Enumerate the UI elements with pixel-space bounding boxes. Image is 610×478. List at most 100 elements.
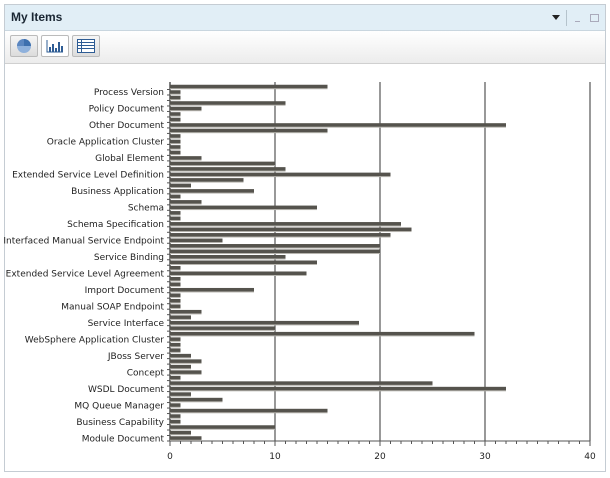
divider <box>566 9 567 26</box>
pie-chart-icon <box>17 39 31 53</box>
pie-chart-view-button[interactable] <box>10 35 38 57</box>
category-label: Manual SOAP Endpoint <box>61 302 164 312</box>
bar-chart-view-button[interactable] <box>41 35 69 57</box>
bar <box>170 392 191 396</box>
my-items-panel: My Items <box>4 4 606 472</box>
bar <box>170 293 181 297</box>
bar <box>170 271 307 275</box>
bar <box>170 172 391 177</box>
bar <box>170 227 412 232</box>
bar <box>170 128 328 133</box>
bar <box>170 222 401 226</box>
category-label: Schema <box>128 204 164 214</box>
panel-header: My Items <box>5 5 605 31</box>
bar <box>170 117 181 122</box>
x-tick-label: 20 <box>374 452 386 462</box>
category-label: Other Document <box>89 121 165 131</box>
bar <box>170 298 181 303</box>
category-label: Interfaced Manual Service Endpoint <box>3 237 164 247</box>
bar <box>170 249 380 254</box>
bar <box>170 238 223 243</box>
panel-title: My Items <box>11 10 63 24</box>
bar <box>170 112 181 116</box>
view-toolbar <box>5 31 605 64</box>
category-label: WSDL Document <box>88 385 165 395</box>
bar <box>170 342 181 347</box>
category-label: WebSphere Application Cluster <box>25 335 165 345</box>
bar <box>170 255 286 259</box>
x-tick-label: 10 <box>269 452 281 462</box>
category-label: Policy Document <box>89 105 165 115</box>
category-label: Service Interface <box>88 319 165 329</box>
bar <box>170 381 433 385</box>
category-label: JBoss Server <box>107 352 164 362</box>
bar <box>170 315 191 319</box>
category-label: MQ Queue Manager <box>74 401 164 411</box>
bar <box>170 353 191 358</box>
bar <box>170 260 317 264</box>
bar <box>170 375 181 380</box>
category-label: Module Document <box>82 434 165 444</box>
bar <box>170 282 181 286</box>
bar <box>170 139 181 144</box>
bar <box>170 386 506 391</box>
bar <box>170 337 181 341</box>
maximize-icon[interactable] <box>590 13 599 22</box>
bar <box>170 414 181 418</box>
bar <box>170 408 328 413</box>
bar <box>170 403 181 407</box>
x-tick-label: 40 <box>584 452 596 462</box>
bar <box>170 156 202 160</box>
bar <box>170 364 191 369</box>
category-label: Business Capability <box>76 418 164 428</box>
category-label: Service Binding <box>94 253 164 263</box>
category-label: Business Application <box>71 187 164 197</box>
bar <box>170 233 391 237</box>
table-view-button[interactable] <box>72 35 100 57</box>
bar-chart-icon <box>46 40 63 53</box>
bar <box>170 430 191 435</box>
category-label: Extended Service Level Definition <box>12 171 164 181</box>
bar <box>170 101 286 105</box>
category-label: Schema Specification <box>67 220 164 230</box>
bar <box>170 331 475 336</box>
bar <box>170 90 181 94</box>
bar <box>170 183 191 188</box>
bar <box>170 244 380 248</box>
bar <box>170 265 181 270</box>
x-tick-label: 0 <box>167 452 173 462</box>
bar <box>170 167 286 171</box>
bar <box>170 134 181 138</box>
category-label: Concept <box>127 368 165 378</box>
bar <box>170 397 223 402</box>
table-icon <box>77 39 95 53</box>
bar <box>170 425 275 429</box>
bar <box>170 309 202 314</box>
bar <box>170 178 244 182</box>
category-label: Oracle Application Cluster <box>47 138 165 148</box>
bar <box>170 320 359 325</box>
minimize-icon[interactable] <box>575 21 580 22</box>
bar <box>170 216 181 221</box>
bar <box>170 84 328 89</box>
bar <box>170 304 181 308</box>
category-label: Extended Service Level Agreement <box>6 269 165 279</box>
bar <box>170 436 202 440</box>
bar <box>170 370 202 374</box>
bar <box>170 123 506 127</box>
dropdown-icon[interactable] <box>552 15 560 20</box>
x-tick-label: 30 <box>479 452 491 462</box>
bar <box>170 211 181 215</box>
bar <box>170 287 254 292</box>
bar <box>170 348 181 352</box>
category-label: Import Document <box>85 286 165 296</box>
bar <box>170 200 202 204</box>
bar <box>170 276 181 281</box>
bar <box>170 95 181 100</box>
bar <box>170 150 181 155</box>
bar <box>170 326 275 330</box>
bar <box>170 359 202 363</box>
bar <box>170 106 202 111</box>
bar <box>170 161 275 166</box>
